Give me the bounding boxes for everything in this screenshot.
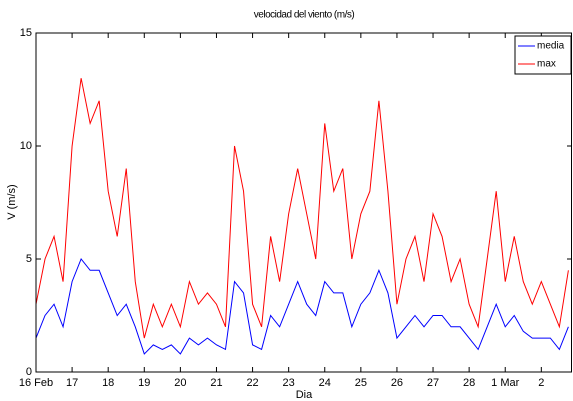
- x-tick-label: 28: [463, 377, 475, 389]
- x-tick-label: 20: [174, 377, 186, 389]
- x-tick-label: 1 Mar: [491, 377, 519, 389]
- x-tick-label: 19: [138, 377, 150, 389]
- x-tick-label: 23: [283, 377, 295, 389]
- y-tick-label: 0: [26, 366, 32, 378]
- data-line: [35, 78, 569, 339]
- legend-box: [514, 35, 572, 75]
- plot-frame: [35, 32, 572, 373]
- data-line: [35, 258, 569, 355]
- x-tick-label: 21: [210, 377, 222, 389]
- legend-label: media: [537, 41, 565, 52]
- x-tick-label: 27: [427, 377, 439, 389]
- x-tick-label: 17: [66, 377, 78, 389]
- y-tick-label: 10: [20, 140, 32, 152]
- x-axis-label: Dia: [296, 389, 313, 401]
- y-tick-label: 15: [20, 27, 32, 39]
- x-tick-label: 22: [246, 377, 258, 389]
- legend-label: max: [537, 59, 556, 70]
- x-tick-label: 24: [319, 377, 331, 389]
- chart-title: velocidad del viento (m/s): [254, 10, 355, 21]
- x-tick-label: 16 Feb: [19, 377, 53, 389]
- x-tick-label: 2: [538, 377, 544, 389]
- x-tick-label: 26: [391, 377, 403, 389]
- x-tick-label: 25: [355, 377, 367, 389]
- y-tick-label: 5: [26, 253, 32, 265]
- y-axis-label: V (m/s): [6, 184, 18, 219]
- x-tick-label: 18: [102, 377, 114, 389]
